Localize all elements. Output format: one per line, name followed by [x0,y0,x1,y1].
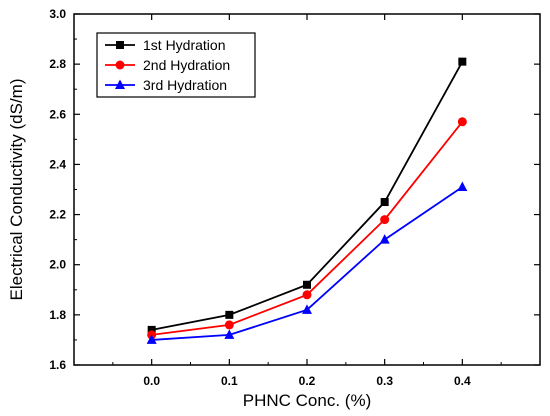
data-point [457,181,468,191]
y-tick-label: 2.2 [49,208,66,222]
legend-item: 1st Hydration [105,37,225,53]
y-tick-label: 1.8 [49,308,66,322]
legend-item: 3rd Hydration [105,77,227,93]
legend-marker [115,79,125,89]
data-point [303,280,311,289]
x-axis: 0.0 0.1 0.2 0.3 0.4 [112,14,502,388]
x-tick-label: 0.3 [376,374,393,388]
legend: 1st Hydration 2nd Hydration 3rd Hydration [96,32,256,98]
data-point [380,215,390,225]
y-tick-label: 3.0 [49,7,66,21]
data-point [380,198,389,207]
series-2 [147,117,467,340]
y-tick-label: 1.6 [49,358,66,372]
y-tick-label: 2.4 [49,157,66,171]
data-point [146,334,157,344]
data-point [224,320,234,330]
legend-item: 2nd Hydration [105,57,230,73]
y-axis: 1.6 1.8 2.0 2.2 2.4 2.6 2.8 3.0 [49,7,540,372]
data-point [225,310,234,319]
data-point [458,57,467,66]
data-point [224,329,235,339]
data-point [302,290,312,300]
data-point [302,304,312,314]
data-point [457,117,467,127]
legend-marker [116,41,124,49]
x-axis-title: PHNC Conc. (%) [243,391,371,410]
series-3 [146,181,468,344]
x-tick-label: 0.0 [143,374,160,388]
data-point [379,234,390,244]
y-tick-label: 2.6 [49,107,66,121]
legend-label: 3rd Hydration [143,77,227,93]
data-point [147,325,156,334]
y-tick-label: 2.8 [49,57,66,71]
legend-marker [115,60,125,70]
x-tick-label: 0.4 [454,374,471,388]
series-line [151,121,464,336]
legend-label: 2nd Hydration [143,57,230,73]
y-axis-title: Electrical Conductivity (dS/m) [7,78,26,300]
x-tick-label: 0.2 [299,374,316,388]
series-layer [146,57,468,344]
series-1 [147,57,467,334]
y-tick-label: 2.0 [49,258,66,272]
legend-label: 1st Hydration [143,37,225,53]
x-tick-label: 0.1 [221,374,238,388]
series-line [151,186,463,341]
series-line [151,61,464,331]
